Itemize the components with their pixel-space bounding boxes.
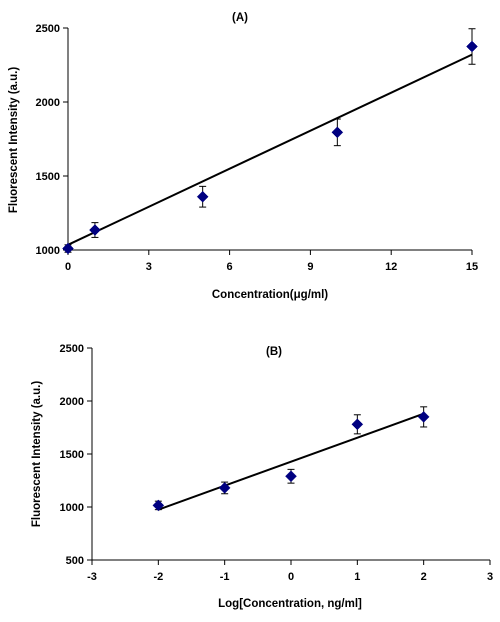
chart-b-xtick-label: 3 [487,571,493,583]
chart-b-ytick-label: 1000 [60,502,84,514]
chart-b-data-point [351,418,364,431]
chart-a-xtick-label: 0 [65,261,71,273]
chart-a-data-point [62,242,74,255]
chart-b-ytick-label: 500 [66,555,84,567]
chart-a-xtick-label: 9 [307,261,313,273]
chart-a-xlabel: Concentration(μg/ml) [212,289,328,301]
chart-a-ytick-label: 1000 [36,245,60,257]
chart-a-data-point [89,224,101,236]
chart-a-ytick-label: 2500 [36,23,60,35]
chart-b: (B) Log[Concentration, ng/ml] Fluorescen… [31,343,493,610]
chart-b-xtick-label: -1 [220,571,230,583]
chart-b-ytick-label: 2000 [60,396,84,408]
chart-b-title: (B) [266,346,282,358]
chart-b-xtick-label: 2 [421,571,427,583]
chart-b-data-point [417,411,430,423]
chart-b-xlabel: Log[Concentration, ng/ml] [218,598,362,610]
chart-b-ytick-label: 2500 [60,343,84,355]
chart-a-data-point [196,190,209,203]
chart-a: (A) Concentration(μg/ml) Fluorescent Int… [8,12,478,301]
chart-a-ylabel: Fluorescent Intensity (a.u.) [8,67,20,213]
chart-b-data-point [152,499,165,512]
chart-a-xtick-label: 12 [385,261,397,273]
chart-b-xtick-label: 0 [288,571,294,583]
chart-b-trendline [157,412,425,511]
chart-b-xtick-label: 1 [354,571,360,583]
chart-a-xtick-label: 6 [227,261,233,273]
chart-b-xtick-label: -3 [87,571,97,583]
chart-a-trendline [67,53,473,246]
chart-a-title: (A) [232,12,248,24]
chart-a-ytick-label: 2000 [36,97,60,109]
chart-a-ytick-label: 1500 [36,171,60,183]
chart-a-data-point [331,126,344,139]
chart-b-data-point [285,470,297,483]
chart-b-xtick-label: -2 [153,571,163,583]
chart-a-xtick-label: 15 [466,261,478,273]
chart-b-data-point [218,482,231,494]
chart-a-xtick-label: 3 [146,261,152,273]
chart-a-data-point [466,40,478,53]
chart-b-ytick-label: 1500 [60,449,84,461]
chart-b-ylabel: Fluorescent Intensity (a.u.) [31,381,43,527]
